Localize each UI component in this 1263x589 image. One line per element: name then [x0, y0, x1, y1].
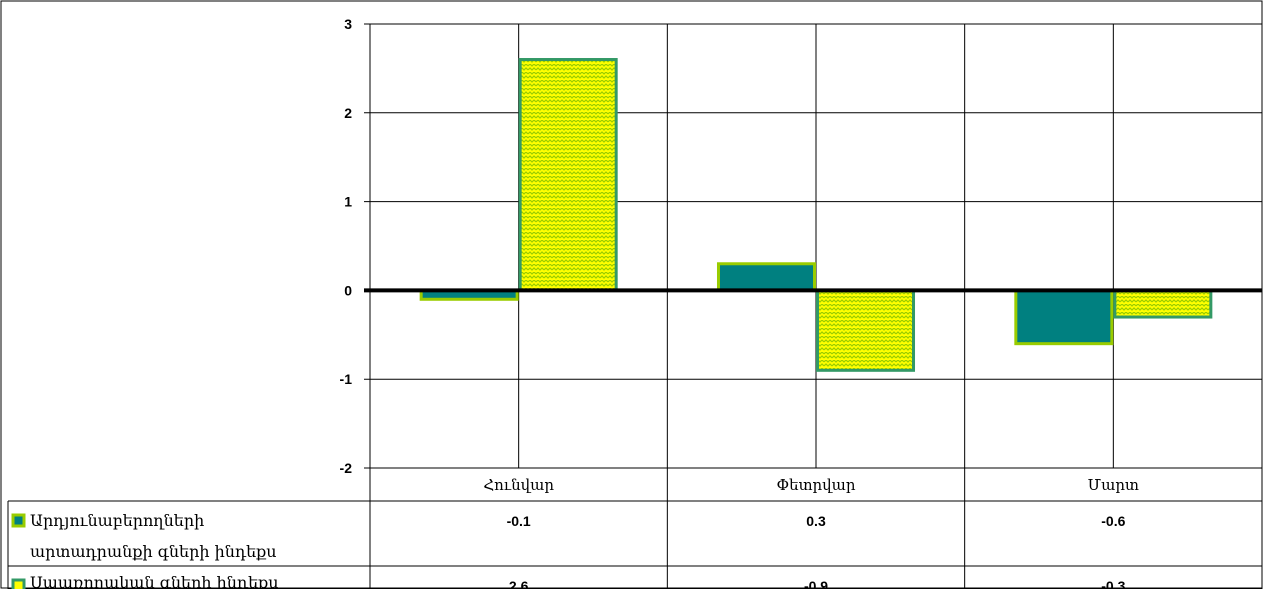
table-value: -0.9 [804, 578, 828, 589]
legend-key-series-2 [11, 578, 26, 589]
legend-label: Սպառողական գների ինդեքս [30, 573, 279, 589]
y-tick-label: 1 [344, 194, 352, 210]
grid [364, 23, 1263, 589]
bar-series-2 [1113, 288, 1213, 319]
legend-label: Արդյունաբերողների [30, 511, 204, 530]
category-label: Մարտ [1088, 476, 1139, 494]
table-value: 0.3 [806, 513, 826, 529]
bar-series-2 [518, 58, 618, 292]
bar-series-2 [816, 288, 916, 372]
legend-label: արտադրանքի գների ինդեքս [30, 542, 277, 561]
bar-series-1 [716, 262, 816, 292]
bar-series-1 [1014, 288, 1114, 346]
table-value: -0.6 [1101, 513, 1125, 529]
legend-key-series-1 [11, 513, 26, 528]
y-tick-label: 0 [344, 282, 352, 298]
table-value: 2.6 [509, 578, 529, 589]
bars [364, 58, 1262, 372]
table-value: -0.1 [507, 513, 531, 529]
y-tick-label: 2 [344, 105, 352, 121]
y-tick-label: -2 [340, 460, 353, 476]
y-tick-label: -1 [340, 371, 353, 387]
y-axis: -2 -1 0 1 2 3 [340, 16, 353, 476]
y-tick-label: 3 [344, 16, 352, 32]
data-table: Հունվար Փետրվար Մարտ Արդյունաբերողների արտադ… [7, 467, 1262, 589]
category-label: Փետրվար [776, 476, 855, 494]
category-label: Հունվար [483, 476, 554, 494]
table-value: -0.3 [1101, 578, 1125, 589]
